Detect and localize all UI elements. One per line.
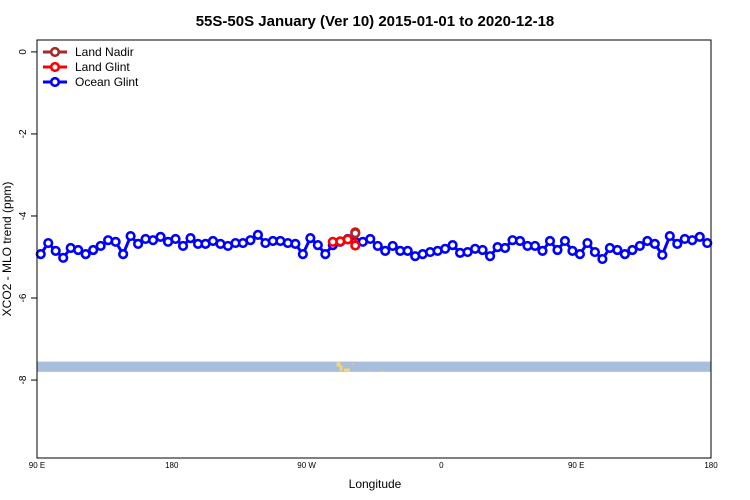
ocean-glint-point (58, 252, 69, 263)
ocean-glint-point (402, 245, 413, 256)
ocean-glint-point (657, 249, 668, 261)
plot-frame (36, 39, 712, 459)
land-patch (336, 362, 341, 367)
ocean-glint-point (597, 253, 608, 265)
land-patch (351, 363, 354, 365)
ocean-glint-point (380, 245, 391, 256)
ocean-glint-point (365, 233, 376, 245)
ocean-glint-point (672, 238, 683, 249)
x-axis-label: Longitude (349, 477, 402, 491)
ocean-glint-point (619, 249, 630, 260)
ocean-band (37, 361, 711, 372)
ocean-glint-point (664, 230, 675, 242)
ocean-glint-point (634, 240, 645, 252)
x-tick-label: 180 (165, 461, 179, 470)
land-glint-point (342, 234, 353, 245)
ocean-glint-point (118, 249, 129, 260)
ocean-glint-point (95, 240, 106, 252)
ocean-glint-point (312, 240, 323, 251)
ocean-glint-point (387, 240, 398, 252)
x-tick-label: 90 E (568, 461, 584, 470)
chart-title: 55S-50S January (Ver 10) 2015-01-01 to 2… (196, 13, 555, 30)
ocean-glint-point (170, 233, 181, 245)
ocean-glint-point (73, 244, 84, 256)
x-tick-label: 90 E (29, 461, 45, 470)
ocean-glint-point (612, 244, 623, 256)
ocean-glint-point (552, 244, 563, 256)
ocean-glint-point (43, 237, 54, 249)
ocean-glint-point (50, 245, 61, 256)
ocean-glint-point (589, 246, 601, 258)
land-nadir-point (350, 228, 361, 239)
ocean-glint-point (627, 244, 638, 256)
ocean-glint-point (649, 238, 660, 249)
x-tick-label: 0 (439, 461, 444, 470)
ocean-glint-point (80, 249, 91, 260)
legend-marker-land-glint (49, 61, 61, 73)
ocean-glint-point (320, 249, 331, 260)
legend-marker-ocean-glint (49, 76, 61, 88)
ocean-glint-point (155, 231, 166, 242)
ocean-glint-point (88, 244, 99, 256)
y-tick-label: -4 (18, 211, 29, 220)
legend-label-land-nadir: Land Nadir (75, 45, 134, 59)
y-tick-label: -6 (18, 293, 29, 302)
land-patch (344, 368, 351, 372)
x-tick-label: 90 W (297, 461, 316, 470)
ocean-glint-point (574, 249, 586, 260)
y-axis-label: XCO2 - MLO trend (ppm) (0, 182, 14, 317)
ocean-glint-point (477, 244, 488, 256)
ocean-glint-point (177, 240, 189, 252)
y-tick-label: -2 (18, 129, 29, 138)
y-axis: 0 -2 -4 -6 -8 (18, 49, 37, 385)
land-patch (339, 365, 343, 371)
ocean-glint-point (702, 237, 713, 249)
ocean-glint-point (514, 235, 526, 247)
ocean-glint-point (185, 233, 196, 244)
ocean-glint-point (440, 243, 451, 254)
ocean-glint-point (297, 249, 308, 260)
ocean-glint-point (252, 229, 264, 240)
ocean-glint-point (544, 235, 556, 247)
series-group (35, 227, 713, 265)
ocean-glint-point (125, 230, 136, 242)
land-glint-point (350, 240, 361, 251)
ocean-glint-point (447, 240, 458, 251)
ocean-glint-point (559, 235, 571, 247)
land-patch (381, 370, 383, 373)
y-tick-label: 0 (18, 49, 29, 55)
legend-label-land-glint: Land Glint (75, 60, 130, 74)
ocean-glint-point (110, 236, 121, 247)
legend-label-ocean-glint: Ocean Glint (75, 75, 139, 89)
y-tick-label: -8 (18, 375, 29, 384)
ocean-glint-point (133, 238, 144, 249)
ocean-glint-point (499, 242, 511, 254)
ocean-glint-point (537, 245, 548, 256)
ocean-glint-point (245, 235, 256, 246)
ocean-glint-point (305, 233, 316, 244)
ocean-glint-point (290, 238, 301, 249)
ocean-glint-point (529, 240, 541, 252)
ocean-glint-point (582, 237, 593, 249)
legend-marker-land-nadir (49, 46, 61, 58)
x-tick-label: 180 (704, 461, 718, 470)
ocean-glint-point (484, 251, 496, 262)
x-axis: 90 E 180 90 W 0 90 E 180 (29, 461, 718, 470)
ocean-glint-point (372, 240, 383, 252)
ocean-glint-point (694, 231, 705, 242)
ocean-glint-point (35, 249, 46, 260)
map-strip (37, 361, 711, 373)
